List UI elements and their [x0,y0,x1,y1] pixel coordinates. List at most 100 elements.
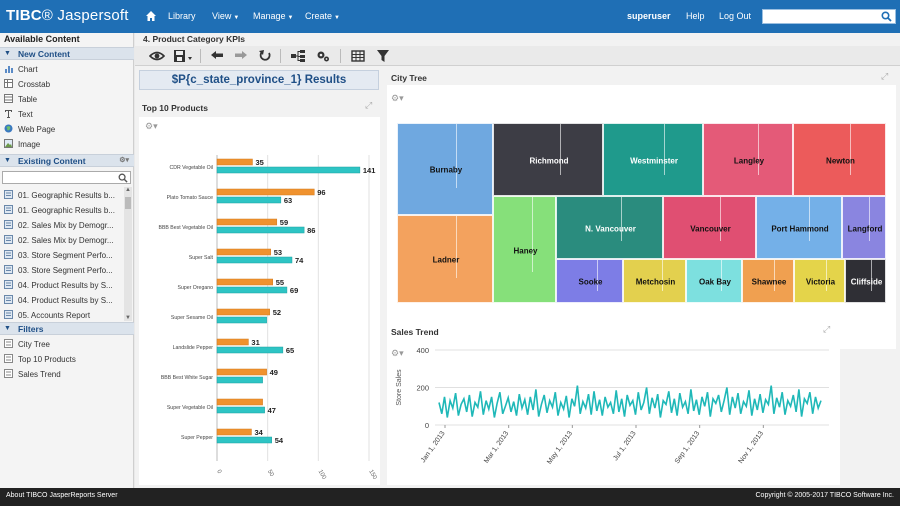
treemap-cell[interactable]: Langley [703,123,793,196]
treemap-cell[interactable]: Langford [842,196,886,259]
top10-products-chart: 0 50 100 150 CDR Vegetable Oil 35 141 Plato Tom… [158,155,378,481]
treemap-cell[interactable]: Haney [493,196,556,303]
collapse-triangle-icon: ▼ [4,157,11,164]
gear-icon[interactable]: ⚙▾ [391,348,404,358]
scrollbar-thumb[interactable] [125,197,131,209]
treemap-cell[interactable]: Westminster [603,123,703,196]
bar-m [216,346,284,354]
treemap-cell[interactable]: Oak Bay [686,259,742,303]
new-content-item-table[interactable]: Table [4,94,37,106]
existing-content-search-input[interactable] [2,171,131,184]
bar-f [216,368,267,376]
collapse-triangle-icon: ▼ [4,325,11,332]
new-content-item-crosstab[interactable]: Crosstab [4,79,50,91]
preview-button[interactable] [149,49,165,63]
treemap-cell[interactable]: Port Hammond [756,196,842,259]
x-tick-label: Jul 1, 2013 [612,430,637,462]
treemap-cell[interactable]: Richmond [493,123,603,196]
sales-line [438,385,822,418]
jaspersoft-logo[interactable]: TIBC® Jaspersoft [6,7,129,24]
gear-icon[interactable]: ⚙▾ [145,121,158,131]
treemap-cell[interactable]: Metchosin [623,259,686,303]
filter-list-icon [4,369,13,378]
treemap-label: Cliffside [850,277,883,287]
existing-content-scrollbar[interactable]: ▲ ▼ [124,187,132,321]
scroll-up-arrow-icon[interactable]: ▲ [125,187,131,193]
bar-m [216,196,282,204]
existing-content-item[interactable]: 01. Geographic Results b... [4,190,115,202]
report-icon [4,295,13,304]
data-label-m: 63 [284,196,292,205]
treemap-cell[interactable]: Newton [793,123,886,196]
save-button[interactable] [173,49,195,63]
about-link[interactable]: About TIBCO JasperReports Server [6,492,118,499]
data-label-m: 86 [307,226,315,235]
redo-button[interactable] [233,49,249,63]
dashboard-title: 4. Product Category KPIs [143,34,246,44]
expand-icon[interactable]: ⤢ [365,100,373,110]
new-content-item-text[interactable]: Text [4,109,33,121]
options-icon[interactable]: ⚙▾ [119,157,129,164]
existing-content-item[interactable]: 02. Sales Mix by Demogr... [4,235,114,247]
expand-icon[interactable]: ⤢ [881,71,889,81]
bar-f [216,188,315,196]
nav-create[interactable]: Create ▼ [305,11,340,21]
username[interactable]: superuser [627,11,671,21]
y-axis-title: Store Sales [396,369,403,406]
filter-item[interactable]: City Tree [4,339,50,351]
new-content-item-web-page[interactable]: Web Page [4,124,55,136]
treemap-cell[interactable]: Sooke [556,259,623,303]
treemap-cell[interactable]: Cliffside [845,259,886,303]
existing-content-item[interactable]: 05. Accounts Report [4,310,90,322]
section-filters[interactable]: ▼ Filters [0,322,134,335]
item-label: 01. Geographic Results b... [18,206,115,215]
treemap-cell[interactable]: Ladner [397,215,493,303]
report-icon [4,280,13,289]
chevron-down-icon: ▼ [233,15,240,21]
nav-view[interactable]: View ▼ [212,11,239,21]
filter-button[interactable] [375,49,391,63]
home-icon[interactable] [145,10,157,22]
bar-f [216,278,273,286]
data-label-f: 55 [276,278,284,287]
search-icon[interactable] [881,11,892,22]
new-content-item-chart[interactable]: Chart [4,64,38,76]
new-content-item-image[interactable]: Image [4,139,40,151]
logout-link[interactable]: Log Out [719,11,752,21]
data-label-m: 141 [363,166,376,175]
nav-library[interactable]: Library [168,11,196,21]
filter-item[interactable]: Top 10 Products [4,354,76,366]
copyright-text: Copyright © 2005-2017 TIBCO Software Inc… [755,492,895,499]
existing-content-item[interactable]: 02. Sales Mix by Demogr... [4,220,114,232]
data-label-f: 34 [254,428,263,437]
global-search-input[interactable] [762,9,896,24]
data-sources-button[interactable] [290,49,306,63]
treemap-cell[interactable]: N. Vancouver [556,196,663,259]
bar-f [216,248,271,256]
treemap-cell[interactable]: Vancouver [663,196,756,259]
treemap-cell[interactable]: Victoria [794,259,845,303]
existing-content-item[interactable]: 03. Store Segment Perfo... [4,250,113,262]
section-existing-content[interactable]: ▼ Existing Content ⚙▾ [0,154,134,167]
filter-item[interactable]: Sales Trend [4,369,61,381]
properties-button[interactable] [315,49,331,63]
existing-content-item[interactable]: 04. Product Results by S... [4,295,113,307]
search-icon[interactable] [118,173,128,183]
help-link[interactable]: Help [686,11,705,21]
gear-icon[interactable]: ⚙▾ [391,93,404,103]
nav-manage[interactable]: Manage ▼ [253,11,293,21]
existing-content-item[interactable]: 04. Product Results by S... [4,280,113,292]
section-new-content[interactable]: ▼ New Content [0,47,134,60]
treemap-cell[interactable]: Burnaby [397,123,493,215]
report-icon [4,250,13,259]
treemap-cell[interactable]: Shawnee [742,259,794,303]
expand-icon[interactable]: ⤢ [823,324,831,334]
scroll-down-arrow-icon[interactable]: ▼ [125,315,131,321]
undo-all-button[interactable] [257,49,273,63]
treemap-label: Richmond [529,156,569,165]
bar-f [216,218,278,226]
existing-content-item[interactable]: 01. Geographic Results b... [4,205,115,217]
undo-button[interactable] [209,49,225,63]
grid-button[interactable] [350,49,366,63]
existing-content-item[interactable]: 03. Store Segment Perfo... [4,265,113,277]
